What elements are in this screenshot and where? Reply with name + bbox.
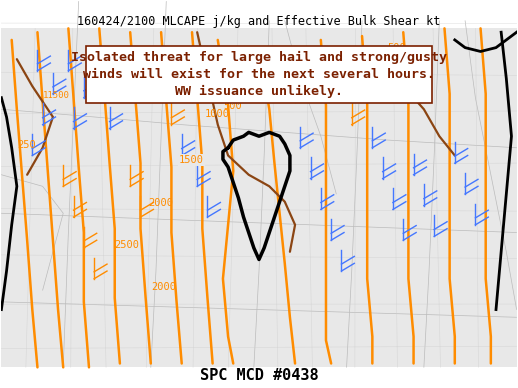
FancyBboxPatch shape	[87, 46, 431, 104]
Text: 500: 500	[388, 43, 407, 54]
Text: 2000: 2000	[148, 197, 173, 208]
Text: 1000: 1000	[205, 109, 230, 119]
Text: 11500: 11500	[42, 91, 69, 100]
Text: SPC MCD #0438: SPC MCD #0438	[199, 368, 319, 383]
Text: 1500: 1500	[179, 155, 204, 165]
Text: 250: 250	[17, 140, 36, 150]
Text: 2500: 2500	[115, 240, 140, 250]
FancyBboxPatch shape	[2, 28, 516, 367]
Text: 160424/2100 MLCAPE j/kg and Effective Bulk Shear kt: 160424/2100 MLCAPE j/kg and Effective Bu…	[77, 15, 441, 28]
Text: 2000: 2000	[151, 282, 176, 292]
Text: 500: 500	[223, 101, 242, 111]
Text: Isolated threat for large hail and strong/gusty
winds will exist for the next se: Isolated threat for large hail and stron…	[71, 51, 447, 98]
